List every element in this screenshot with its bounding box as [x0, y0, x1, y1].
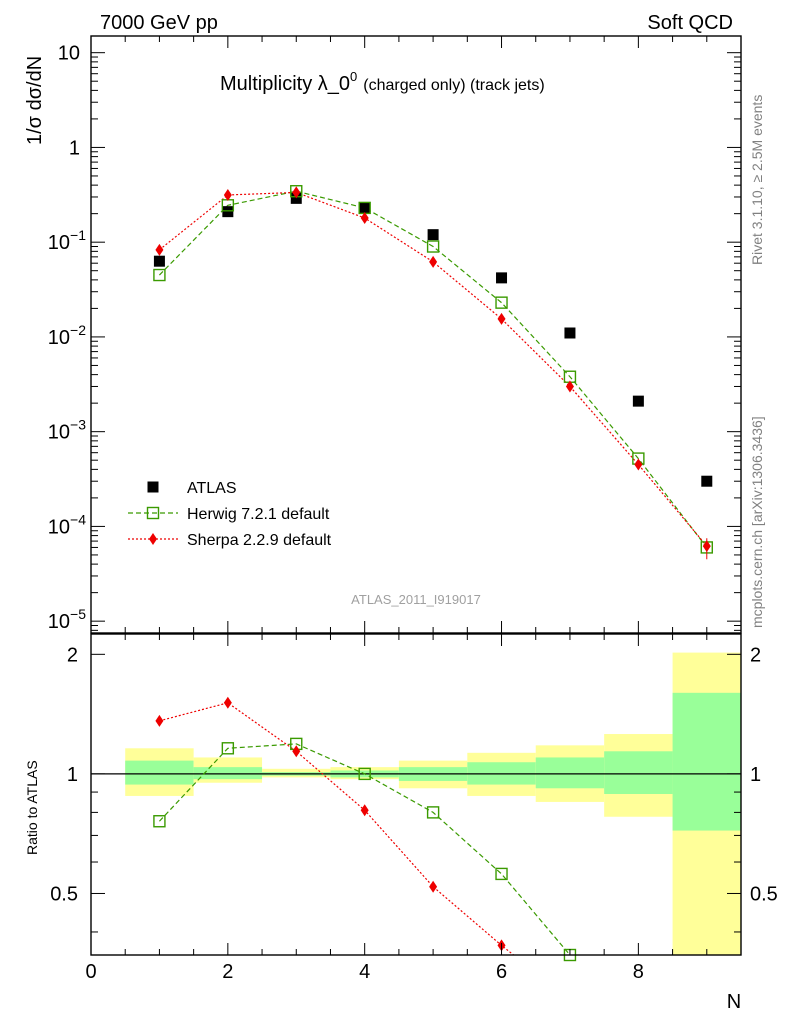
chart-title: Multiplicity λ_00 (charged only) (track j…: [220, 69, 545, 95]
top-ytick-label-exp-5: −4: [70, 511, 86, 527]
top-point-2-4: [429, 255, 438, 268]
ratio-band-inner-0: [125, 760, 194, 785]
ratio-point-1-1: [223, 696, 232, 709]
ratio-point-1-0: [155, 714, 164, 727]
mcplots-label: mcplots.cern.ch [arXiv:1306.3436]: [749, 416, 765, 628]
top-ytick-label-base-6: 10: [48, 611, 70, 633]
top-ytick-label-2: 10−1: [48, 227, 86, 254]
top-point-1-5: [495, 296, 508, 309]
top-point-2-0: [155, 243, 164, 256]
top-point-0-5: [496, 272, 508, 284]
x-tick-label-4: 4: [359, 961, 370, 983]
legend-label-1: Herwig 7.2.1 default: [187, 506, 330, 523]
header-left: 7000 GeV pp: [100, 12, 218, 34]
top-point-2-3: [360, 211, 369, 224]
top-point-0-3: [359, 202, 371, 214]
top-ytick-label-exp-2: −1: [70, 227, 86, 243]
top-point-0-1: [222, 206, 234, 218]
top-point-0-0: [153, 255, 165, 267]
axis-ticks: [90, 36, 742, 955]
bot-ytick-label-left-2: 0.5: [50, 883, 78, 905]
ratio-point-1-2: [292, 745, 301, 758]
bot-ytick-label-right-0: 2: [750, 644, 761, 666]
top-point-1-4: [426, 240, 440, 253]
header-right: Soft QCD: [647, 12, 733, 34]
top-line-2: [159, 191, 708, 547]
ratio-point-0-0: [153, 815, 166, 828]
legend-label-0: ATLAS: [187, 480, 237, 497]
x-tick-label-2: 2: [222, 961, 233, 983]
ratio-point-1-4: [429, 880, 438, 893]
ratio-line-0: [158, 743, 571, 955]
ratio-point-0-1: [221, 742, 235, 755]
legend-marker-2: [149, 533, 157, 545]
top-point-0-7: [632, 395, 644, 407]
top-ytick-label-exp-3: −2: [70, 322, 86, 338]
chart-title-small: (charged only) (track jets): [363, 77, 544, 94]
chart-title-sup: 0: [350, 69, 357, 84]
bot-ytick-label-right-2: 0.5: [750, 883, 778, 905]
top-ytick-label-base-2: 10: [48, 232, 70, 254]
top-point-2-5: [497, 312, 506, 325]
top-panel-frame: [90, 35, 742, 634]
legend: ATLAS Herwig 7.2.1 default Sherpa 2.2.9 de…: [128, 480, 332, 549]
top-ytick-label-5: 10−4: [48, 511, 86, 538]
top-point-2-2: [292, 186, 301, 199]
ratio-band-inner-8: [672, 692, 741, 831]
legend-marker-0: [147, 481, 159, 493]
ratio-band-inner-7: [604, 751, 673, 794]
ratio-point-1-3: [360, 804, 369, 817]
panel-frames: [90, 35, 742, 956]
x-axis-label: N: [727, 991, 741, 1013]
x-tick-label-8: 8: [633, 961, 644, 983]
top-point-2-6: [565, 380, 574, 393]
legend-marker-1: [146, 506, 160, 520]
legend-label-2: Sherpa 2.2.9 default: [187, 532, 332, 549]
bot-ytick-label-left-1: 1: [67, 764, 78, 786]
top-point-2-7: [634, 458, 643, 471]
top-ytick-label-base-5: 10: [48, 516, 70, 538]
top-ytick-label-1: 1: [69, 137, 80, 159]
top-ylabel: 1/σ dσ/dN: [24, 56, 46, 145]
top-ytick-label-4: 10−3: [48, 417, 86, 444]
top-ytick-label-base-3: 10: [48, 327, 70, 349]
analysis-label: ATLAS_2011_I919017: [351, 592, 481, 607]
bottom-ylabel: Ratio to ATLAS: [24, 760, 40, 855]
series-markers: [153, 185, 713, 962]
bot-ytick-label-left-0: 2: [67, 644, 78, 666]
top-ytick-label-base-4: 10: [48, 422, 70, 444]
ratio-point-0-3: [358, 767, 371, 781]
top-line-1: [158, 190, 708, 548]
series-lines: [158, 190, 708, 955]
top-ytick-label-6: 10−5: [48, 606, 86, 633]
ratio-point-0-4: [426, 806, 440, 819]
top-point-0-6: [564, 327, 576, 339]
top-ytick-label-0: 10: [58, 43, 80, 65]
bottom-panel-frame: [90, 633, 742, 956]
top-point-0-4: [427, 229, 439, 241]
ratio-band-inner-6: [535, 757, 605, 789]
top-point-0-8: [701, 475, 713, 487]
x-tick-label-0: 0: [85, 961, 96, 983]
top-point-2-1: [223, 188, 232, 201]
chart-title-main: Multiplicity λ_0: [220, 73, 350, 95]
x-tick-label-6: 6: [496, 961, 507, 983]
ratio-bands: [125, 652, 741, 955]
bot-ytick-label-right-1: 1: [750, 764, 761, 786]
top-ytick-label-exp-4: −3: [70, 417, 86, 433]
ratio-point-0-5: [495, 867, 508, 881]
rivet-label: Rivet 3.1.10, ≥ 2.5M events: [749, 95, 765, 265]
ratio-band-inner-1: [193, 767, 263, 780]
top-point-1-0: [153, 268, 166, 282]
top-ytick-label-exp-6: −5: [70, 606, 86, 622]
top-ytick-label-3: 10−2: [48, 322, 86, 349]
